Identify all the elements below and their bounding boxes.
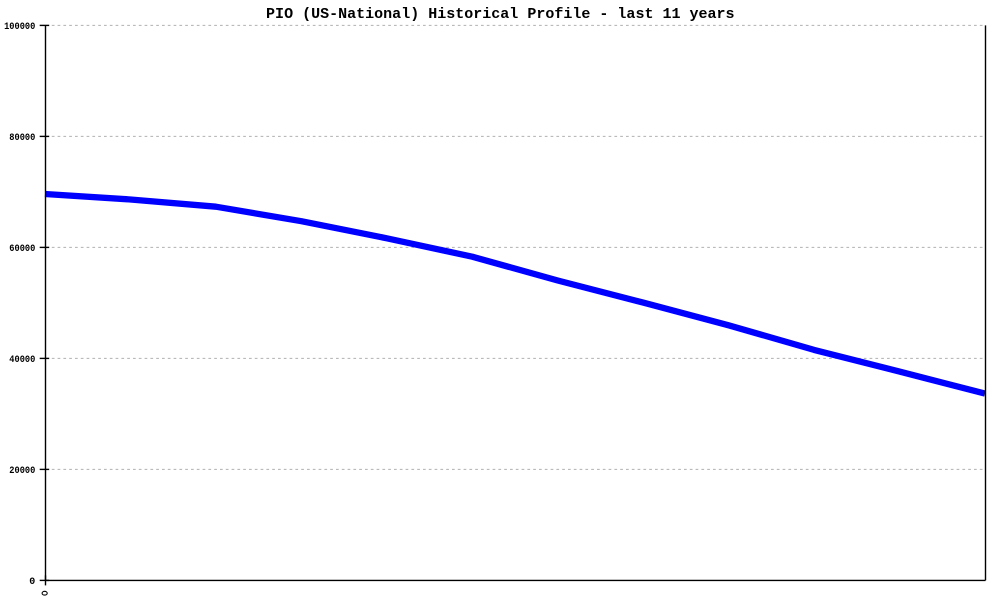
svg-text:PIO (US-National) Historical P: PIO (US-National) Historical Profile - l… [266, 6, 735, 23]
svg-text:20000: 20000 [9, 466, 35, 477]
svg-text:100000: 100000 [4, 22, 35, 33]
svg-text:0: 0 [29, 577, 35, 588]
svg-text:40000: 40000 [9, 355, 35, 366]
svg-text:60000: 60000 [9, 244, 35, 255]
svg-text:80000: 80000 [9, 133, 35, 144]
